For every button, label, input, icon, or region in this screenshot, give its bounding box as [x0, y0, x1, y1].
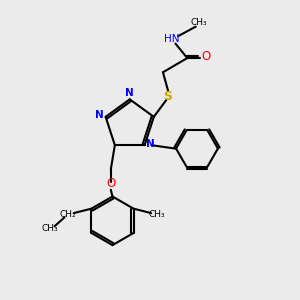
Text: CH₂: CH₂	[59, 210, 76, 219]
Text: CH₃: CH₃	[42, 224, 58, 233]
Text: N: N	[125, 88, 134, 98]
Text: N: N	[146, 140, 155, 149]
Text: S: S	[164, 90, 172, 103]
Text: CH₃: CH₃	[149, 210, 166, 219]
Text: HN: HN	[164, 34, 180, 44]
Text: O: O	[201, 50, 210, 63]
Text: CH₃: CH₃	[191, 18, 207, 27]
Text: N: N	[95, 110, 104, 120]
Text: O: O	[106, 177, 116, 190]
